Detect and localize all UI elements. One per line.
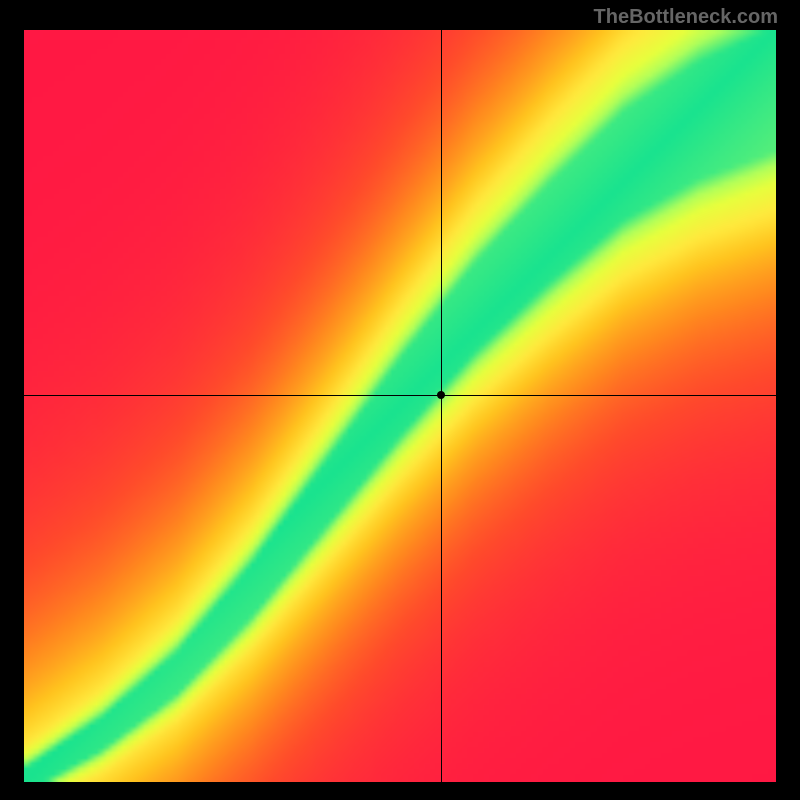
heatmap-canvas [24,30,776,782]
crosshair-horizontal [24,395,776,396]
crosshair-point [437,391,445,399]
watermark-text: TheBottleneck.com [594,6,778,29]
chart-container: TheBottleneck.com [0,0,800,800]
plot-area [24,30,776,782]
crosshair-vertical [441,30,442,782]
